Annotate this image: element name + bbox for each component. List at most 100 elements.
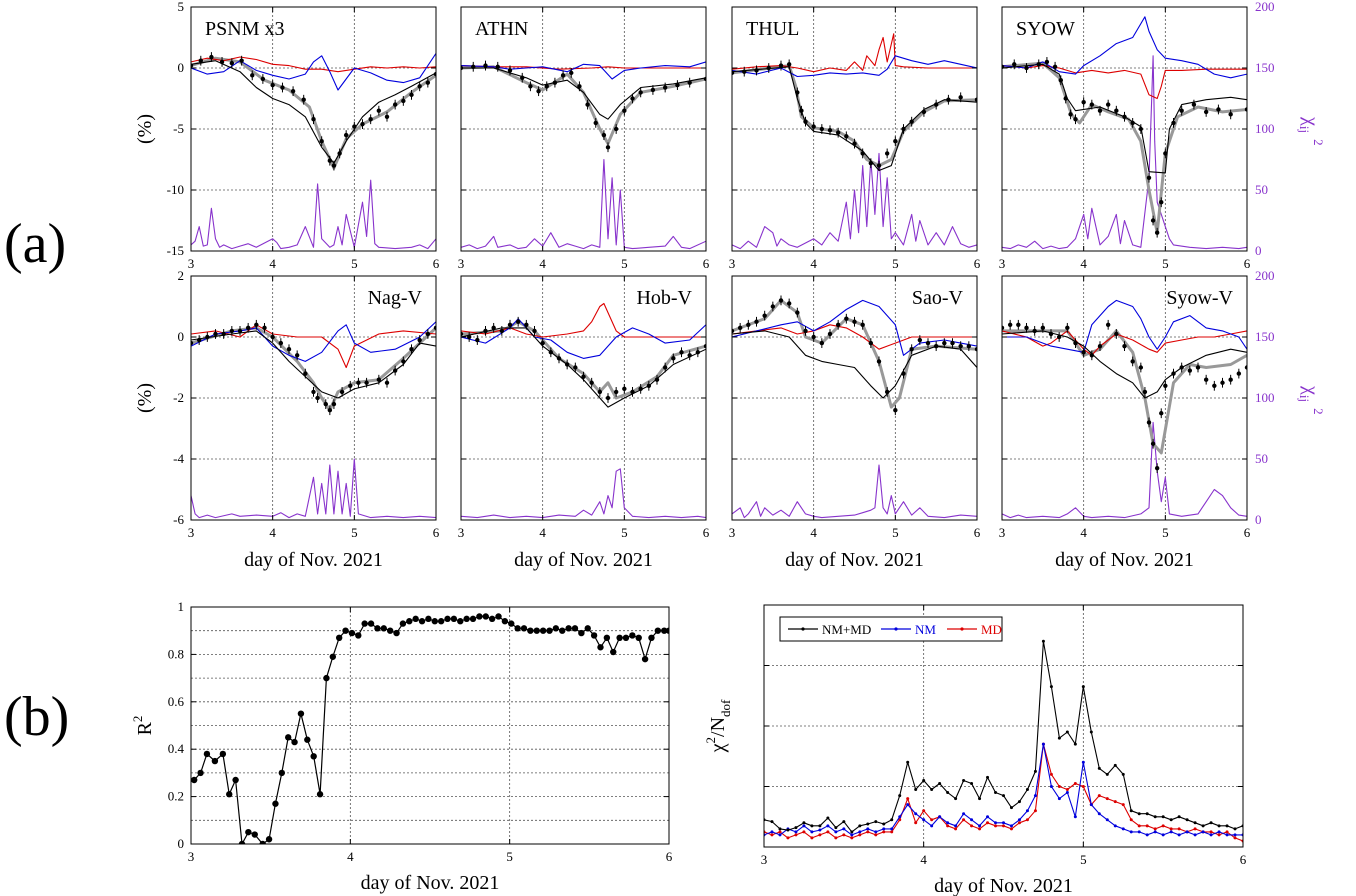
- data-point-nm: [1073, 815, 1077, 819]
- y-axis-label-sup: 2: [703, 737, 718, 744]
- data-point-combined: [794, 826, 798, 830]
- x-tick-label: 6: [666, 849, 673, 864]
- data-point-combined: [399, 620, 407, 627]
- obs-point: [687, 353, 692, 358]
- data-point-combined: [946, 791, 950, 795]
- obs-point: [868, 160, 874, 166]
- data-point-combined: [770, 820, 774, 824]
- obs-point: [732, 328, 735, 334]
- obs-point: [1122, 114, 1127, 120]
- x-tick-label: 3: [188, 849, 195, 864]
- data-point-combined: [1089, 730, 1093, 734]
- data-point-md: [802, 830, 806, 834]
- data-point-md: [1033, 809, 1037, 813]
- obs-point: [433, 325, 436, 331]
- obs-point: [933, 102, 939, 107]
- obs-point: [1063, 96, 1068, 101]
- data-point-combined: [197, 769, 204, 777]
- obs-point: [1024, 65, 1029, 71]
- station-label: SYOW: [1016, 18, 1075, 40]
- obs-point: [343, 132, 349, 138]
- obs-point: [613, 389, 619, 395]
- obs-point: [392, 368, 398, 373]
- obs-point: [376, 377, 382, 382]
- data-point-md: [1121, 803, 1125, 807]
- data-point-nm: [922, 818, 926, 822]
- obs-point: [1089, 102, 1095, 107]
- obs-point: [1138, 126, 1144, 132]
- obs-point: [425, 331, 431, 337]
- obs-point: [638, 90, 643, 95]
- data-point-md: [1233, 836, 1237, 840]
- data-point-nm: [1025, 809, 1029, 813]
- data-point-md: [946, 824, 950, 828]
- obs-point: [803, 119, 808, 124]
- obs-point: [1105, 322, 1111, 327]
- series-line-combined: [191, 60, 436, 164]
- data-point-combined: [1009, 806, 1013, 810]
- data-point-md: [1105, 797, 1109, 801]
- data-point-combined: [571, 625, 579, 632]
- obs-point: [552, 80, 558, 85]
- x-tick-label: 4: [1080, 525, 1087, 540]
- obs-point: [601, 132, 607, 138]
- data-point-combined: [622, 634, 630, 642]
- obs-point: [409, 347, 414, 352]
- series-line-analysis: [191, 56, 436, 170]
- data-point-combined: [450, 615, 458, 623]
- obs-point: [1179, 365, 1184, 370]
- obs-point: [569, 70, 574, 76]
- obs-point: [770, 304, 776, 309]
- plot-area: [461, 60, 706, 250]
- data-point-combined: [323, 674, 330, 682]
- obs-point: [577, 84, 582, 89]
- obs-point: [270, 82, 275, 88]
- data-point-nm: [826, 824, 830, 828]
- data-point-md: [1057, 785, 1061, 788]
- data-point-combined: [565, 625, 572, 632]
- data-point-nm: [1113, 824, 1117, 828]
- data-point-combined: [431, 618, 438, 625]
- obs-point: [876, 163, 882, 168]
- data-point-combined: [437, 618, 445, 625]
- data-point-combined: [1153, 815, 1157, 819]
- obs-point: [650, 87, 656, 93]
- obs-point: [528, 84, 533, 89]
- plot-area: [764, 639, 1243, 843]
- data-point-combined: [425, 615, 432, 623]
- data-point-combined: [994, 791, 998, 795]
- data-point-combined: [219, 750, 227, 758]
- obs-point: [237, 328, 243, 334]
- data-point-combined: [552, 625, 560, 632]
- right-tick-label: 150: [1255, 60, 1275, 75]
- data-point-combined: [226, 791, 233, 798]
- obs-point: [786, 62, 792, 67]
- charts: 3 4 5 6 -15 -10 -5 0 5 PSNM x3 (%) 3 4 5 6 ATHN 3 4 5 6 THUL…: [130, 0, 1326, 896]
- obs-point: [754, 319, 759, 324]
- obs-point: [786, 301, 792, 306]
- series-line-combined: [732, 330, 977, 399]
- data-point-combined: [826, 816, 830, 820]
- data-point-nm: [1209, 833, 1213, 837]
- obs-point: [1056, 334, 1062, 340]
- data-point-md: [1193, 827, 1197, 831]
- obs-point: [301, 97, 306, 102]
- obs-point: [671, 356, 676, 361]
- data-point-combined: [203, 750, 211, 758]
- obs-point: [974, 347, 977, 352]
- right-axis-label-sup: 2: [1311, 139, 1326, 146]
- right-tick-label: 0: [1255, 512, 1262, 527]
- data-point-combined: [1193, 821, 1197, 825]
- x-axis-label: day of Nov. 2021: [785, 549, 924, 571]
- obs-point: [742, 69, 747, 74]
- obs-point: [1073, 117, 1078, 122]
- obs-point: [1159, 411, 1164, 416]
- series-line-md: [461, 302, 706, 338]
- data-point-combined: [603, 634, 611, 642]
- obs-point: [483, 63, 488, 68]
- series-line-nm: [461, 318, 706, 359]
- data-point-combined: [482, 613, 489, 620]
- data-point-combined: [527, 627, 534, 634]
- data-point-combined: [1209, 821, 1213, 825]
